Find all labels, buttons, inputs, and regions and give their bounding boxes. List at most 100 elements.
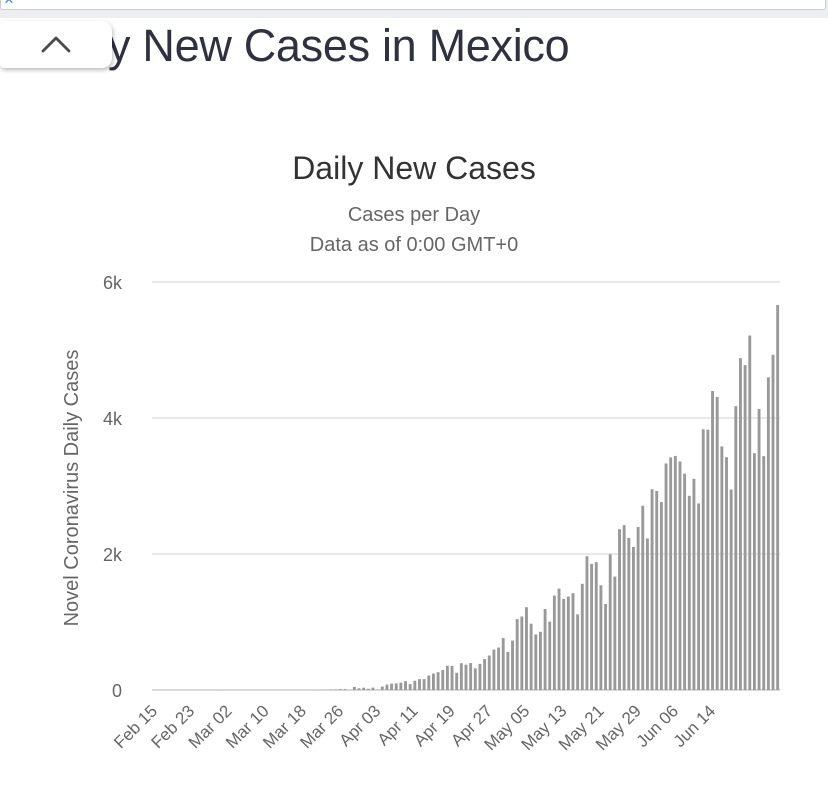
bar: [711, 391, 714, 690]
bar: [478, 663, 482, 690]
bar: [427, 675, 431, 690]
y-axis-title: Novel Coronavirus Daily Cases: [61, 350, 83, 627]
bar: [697, 503, 701, 690]
y-axis-ticks: 0 2k 4k 6k: [103, 273, 123, 701]
bar: [748, 335, 752, 690]
chart-subtitle: Cases per Day: [348, 204, 480, 226]
bar: [743, 365, 747, 690]
y-tick-label: 0: [112, 681, 122, 701]
bar: [431, 673, 435, 690]
y-tick-label: 6k: [103, 273, 123, 293]
bar: [645, 538, 649, 690]
bar: [632, 546, 635, 690]
bar: [664, 463, 668, 690]
bar: [455, 672, 459, 690]
bar: [422, 679, 426, 690]
bar: [659, 502, 663, 690]
bar: [371, 687, 375, 690]
bar: [450, 665, 454, 690]
bar: [739, 358, 742, 690]
bar: [543, 609, 547, 690]
bar: [483, 659, 487, 690]
bar: [720, 446, 724, 690]
bar: [599, 585, 603, 690]
x-tick-label: Apr 03: [336, 701, 385, 750]
bar: [562, 598, 566, 690]
search-field[interactable]: ×: [0, 0, 826, 10]
bar: [715, 396, 719, 690]
bar: [776, 304, 780, 690]
bar: [576, 614, 580, 690]
bar: [766, 377, 770, 690]
daily-new-cases-chart: Daily New Cases Cases per Day Data as of…: [61, 150, 780, 754]
chart-container: Daily New Cases Cases per Day Data as of…: [0, 130, 828, 802]
bar: [687, 495, 691, 690]
bar: [497, 647, 500, 690]
bar: [501, 638, 505, 690]
close-icon[interactable]: ×: [4, 0, 14, 8]
bar: [734, 406, 738, 690]
bar: [636, 526, 640, 690]
bar: [673, 455, 677, 690]
bar: [338, 689, 342, 690]
bar: [590, 563, 594, 690]
bar: [752, 453, 756, 690]
bar: [604, 604, 607, 690]
bar: [729, 489, 733, 690]
bar: [525, 607, 528, 690]
page-title: y New Cases in Mexico: [108, 20, 570, 71]
bar: [520, 616, 524, 690]
bar: [594, 562, 598, 690]
top-strip: ×: [0, 0, 828, 18]
bar: [692, 478, 696, 690]
bar: [487, 655, 491, 690]
bar: [357, 688, 361, 690]
bar: [445, 665, 449, 690]
chart-title: Daily New Cases: [292, 150, 536, 186]
bar: [552, 595, 556, 690]
bar: [618, 529, 621, 690]
bar-series: [218, 304, 780, 690]
bar: [608, 554, 612, 690]
bar: [515, 619, 519, 690]
bar: [538, 631, 542, 690]
bar: [585, 556, 589, 690]
bar: [385, 684, 389, 690]
bar: [362, 687, 366, 690]
bar: [669, 457, 673, 690]
bar: [394, 683, 398, 690]
x-tick-label: Jun 14: [670, 701, 720, 751]
collapse-button[interactable]: [0, 21, 112, 68]
bar: [762, 456, 766, 690]
bar: [506, 651, 510, 690]
bar: [529, 623, 533, 690]
bar: [725, 457, 728, 690]
bar: [511, 640, 514, 690]
y-tick-label: 2k: [103, 545, 123, 565]
bar: [650, 489, 654, 690]
bar: [352, 686, 356, 690]
bar: [757, 409, 761, 690]
bar: [771, 354, 775, 690]
bar: [459, 663, 463, 690]
bar: [534, 634, 538, 690]
chevron-up-icon: [41, 36, 71, 53]
bar: [548, 621, 552, 690]
bar: [492, 649, 496, 690]
bar: [366, 688, 370, 690]
bar: [404, 681, 407, 690]
bar: [390, 683, 394, 690]
bar: [655, 490, 659, 690]
bar: [641, 505, 645, 690]
bar: [678, 461, 682, 690]
bar: [683, 473, 687, 690]
bar: [622, 525, 626, 690]
bar: [473, 668, 477, 690]
bar: [706, 429, 710, 690]
bar: [436, 672, 440, 690]
bar: [469, 663, 473, 690]
bar: [571, 593, 575, 690]
bar: [408, 684, 412, 690]
